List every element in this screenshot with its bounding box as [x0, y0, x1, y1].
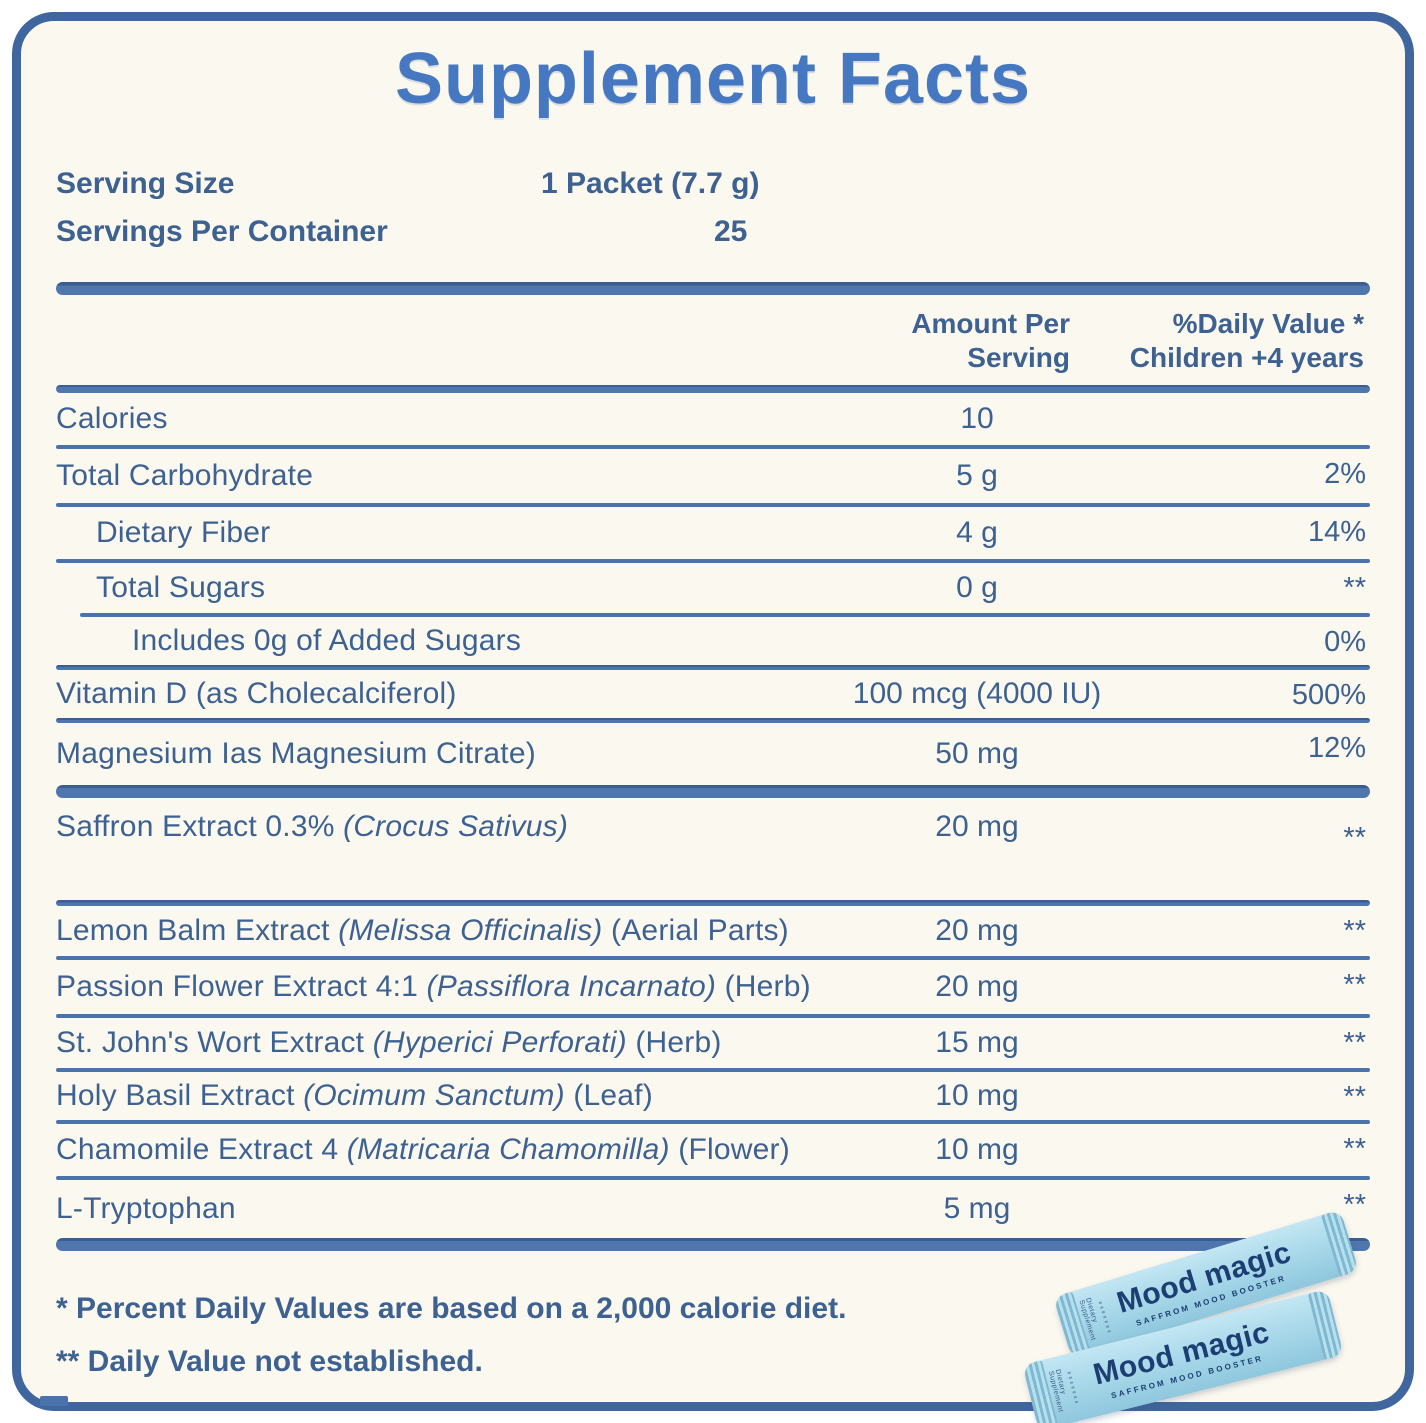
amount-value: 4 g: [956, 516, 998, 550]
row-divider: [56, 1176, 1370, 1181]
daily-value: **: [1343, 572, 1366, 605]
daily-value: **: [1343, 915, 1366, 948]
row-divider: [56, 956, 1370, 961]
table-row-vitamin-d: Vitamin D (as Cholecalciferol) 100 mcg (…: [56, 670, 1370, 718]
table-row-passion-flower-extract: Passion Flower Extract 4:1 (Passiflora I…: [56, 960, 1370, 1014]
amount-value: 20 mg: [935, 914, 1019, 948]
daily-value: 2%: [1324, 458, 1366, 491]
amount-value: 15 mg: [935, 1026, 1019, 1060]
daily-value: **: [1343, 969, 1366, 1002]
row-divider: [56, 900, 1370, 907]
amount-value: 50 mg: [935, 737, 1019, 771]
daily-value: [1142, 393, 1370, 402]
row-divider: [56, 559, 1370, 564]
table-row-lemon-balm-extract: Lemon Balm Extract (Melissa Officinalis)…: [56, 906, 1370, 956]
table-row-dietary-fiber: Dietary Fiber 4 g 14%: [56, 507, 1370, 559]
serving-size-row: Serving Size 1 Packet (7.7 g): [56, 162, 1370, 206]
amount-value: 10 mg: [935, 1133, 1019, 1167]
amount-value: 0 g: [956, 571, 998, 605]
table-row-l-tryptophan: L-Tryptophan 5 mg **: [56, 1180, 1370, 1238]
amount-value: 20 mg: [935, 810, 1019, 844]
bottom-edge-mark: [40, 1396, 68, 1406]
packet-fine-print-marks: [1067, 1369, 1079, 1404]
row-divider: [56, 1014, 1370, 1019]
serving-size-value: 1 Packet (7.7 g): [541, 167, 760, 200]
footnote-daily-value: * Percent Daily Values are based on a 2,…: [56, 1292, 847, 1326]
table-row-st-johns-wort-extract: St. John's Wort Extract (Hyperici Perfor…: [56, 1018, 1370, 1068]
row-divider: [56, 718, 1370, 724]
table-row-total-sugars: Total Sugars 0 g **: [56, 563, 1370, 613]
section-divider-bar: [56, 785, 1370, 799]
daily-value: **: [1343, 1081, 1366, 1114]
row-divider: [56, 503, 1370, 508]
column-headers: Amount Per Serving %Daily Value * Childr…: [56, 295, 1370, 385]
row-divider: [56, 1120, 1370, 1125]
table-row-calories: Calories 10: [56, 393, 1370, 445]
row-divider: [56, 445, 1370, 450]
table-row-total-carbohydrate: Total Carbohydrate 5 g 2%: [56, 449, 1370, 503]
section-divider-bar: [56, 1238, 1370, 1252]
amount-value: 10 mg: [935, 1079, 1019, 1113]
daily-value: 14%: [1307, 516, 1366, 549]
daily-value: **: [1343, 1189, 1366, 1222]
row-divider: [56, 1068, 1370, 1073]
footnotes: * Percent Daily Values are based on a 2,…: [56, 1283, 1370, 1388]
daily-value-column-header: %Daily Value * Children +4 years: [1129, 308, 1364, 374]
row-divider: [80, 613, 1370, 618]
header-divider-bar: [56, 385, 1370, 394]
section-divider-bar: [56, 282, 1370, 295]
servings-per-container-label: Servings Per Container: [56, 215, 388, 248]
amount-column-header: Amount Per Serving: [911, 308, 1070, 374]
footnote-not-established: ** Daily Value not established.: [56, 1344, 483, 1378]
servings-per-container-value: 25: [714, 215, 748, 248]
amount-value: 100 mcg (4000 IU): [852, 677, 1102, 711]
row-divider: [56, 665, 1370, 671]
daily-value: 12%: [1307, 732, 1366, 765]
amount-value: 10: [960, 402, 994, 436]
page-title: Supplement Facts: [394, 39, 1032, 119]
serving-info: Serving Size 1 Packet (7.7 g) Servings P…: [56, 162, 1370, 254]
daily-value: **: [1343, 1133, 1366, 1166]
daily-value: **: [1343, 1027, 1366, 1060]
daily-value: **: [1343, 822, 1366, 855]
amount-value: 20 mg: [935, 970, 1019, 1004]
table-row-holy-basil-extract: Holy Basil Extract (Ocimum Sanctum) (Lea…: [56, 1072, 1370, 1120]
table-row-magnesium: Magnesium Ias Magnesium Citrate) 50 mg 1…: [56, 723, 1370, 785]
servings-per-container-row: Servings Per Container 25: [56, 210, 1370, 254]
amount-value: 5 mg: [943, 1192, 1011, 1226]
serving-size-label: Serving Size: [56, 167, 235, 200]
amount-value: 5 g: [956, 459, 998, 493]
daily-value: 0%: [1324, 626, 1366, 659]
table-row-chamomile-extract: Chamomile Extract 4 (Matricaria Chamomil…: [56, 1124, 1370, 1176]
table-row-saffron-extract: Saffron Extract 0.3% (Crocus Sativus) 20…: [56, 798, 1370, 900]
table-row-added-sugars: Includes 0g of Added Sugars 0%: [56, 617, 1370, 665]
daily-value: 500%: [1291, 679, 1366, 712]
